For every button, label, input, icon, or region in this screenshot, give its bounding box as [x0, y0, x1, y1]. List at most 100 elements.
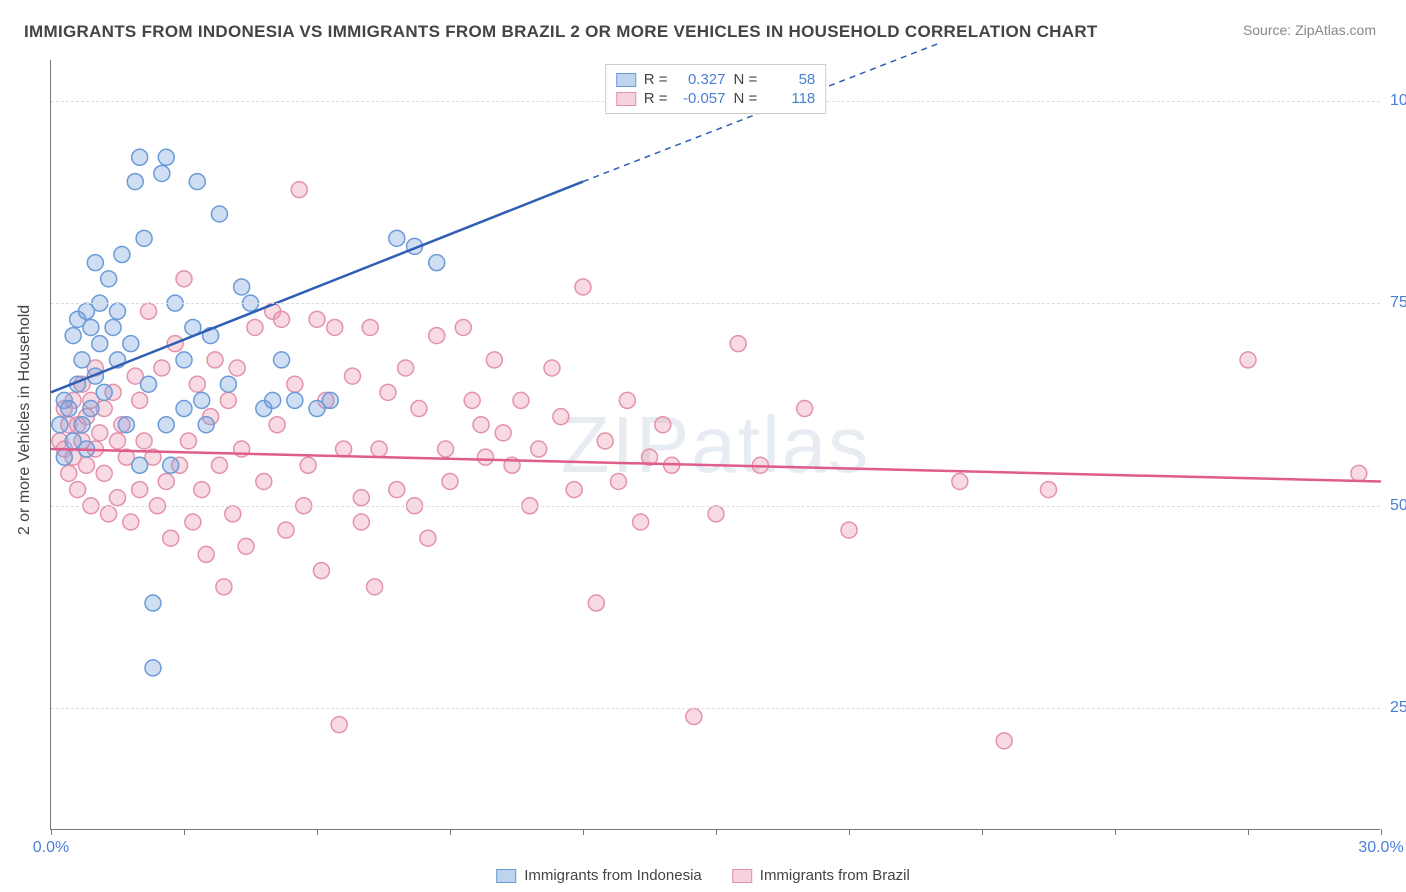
- scatter-point: [389, 482, 405, 498]
- scatter-point: [185, 514, 201, 530]
- scatter-point: [686, 709, 702, 725]
- scatter-point: [141, 303, 157, 319]
- scatter-point: [287, 376, 303, 392]
- swatch-series-1-bottom: [732, 869, 752, 883]
- scatter-point: [141, 376, 157, 392]
- scatter-point: [220, 376, 236, 392]
- scatter-point: [380, 384, 396, 400]
- scatter-point: [531, 441, 547, 457]
- scatter-point: [189, 174, 205, 190]
- scatter-point: [389, 230, 405, 246]
- scatter-point: [110, 303, 126, 319]
- scatter-point: [274, 311, 290, 327]
- scatter-point: [132, 457, 148, 473]
- x-tick-label: 0.0%: [33, 839, 69, 857]
- scatter-point: [797, 401, 813, 417]
- scatter-point: [105, 319, 121, 335]
- scatter-point: [238, 538, 254, 554]
- scatter-point: [118, 417, 134, 433]
- scatter-point: [194, 392, 210, 408]
- scatter-point: [123, 336, 139, 352]
- gridline-h: [51, 506, 1380, 507]
- series-legend: Immigrants from Indonesia Immigrants fro…: [496, 867, 910, 884]
- x-tick-mark: [716, 829, 717, 835]
- scatter-point: [455, 319, 471, 335]
- n-value-1: 118: [765, 90, 815, 107]
- scatter-point: [74, 352, 90, 368]
- scatter-point: [110, 433, 126, 449]
- chart-plot-area: ZIPatlas R = 0.327 N = 58 R = -0.057 N =…: [50, 60, 1380, 830]
- scatter-point: [1351, 465, 1367, 481]
- scatter-point: [87, 255, 103, 271]
- scatter-point: [154, 360, 170, 376]
- scatter-point: [136, 433, 152, 449]
- scatter-point: [163, 457, 179, 473]
- scatter-point: [566, 482, 582, 498]
- scatter-point: [464, 392, 480, 408]
- scatter-point: [52, 417, 68, 433]
- scatter-point: [247, 319, 263, 335]
- scatter-point: [610, 473, 626, 489]
- trend-line: [51, 449, 1381, 481]
- x-tick-mark: [184, 829, 185, 835]
- scatter-point: [180, 433, 196, 449]
- scatter-point: [163, 530, 179, 546]
- n-label: N =: [734, 90, 758, 107]
- scatter-point: [225, 506, 241, 522]
- r-label: R =: [644, 90, 668, 107]
- scatter-point: [429, 255, 445, 271]
- scatter-point: [708, 506, 724, 522]
- scatter-point: [473, 417, 489, 433]
- x-tick-mark: [1248, 829, 1249, 835]
- scatter-point: [114, 247, 130, 263]
- scatter-point: [477, 449, 493, 465]
- scatter-point: [1240, 352, 1256, 368]
- scatter-point: [145, 660, 161, 676]
- scatter-point: [841, 522, 857, 538]
- scatter-point: [398, 360, 414, 376]
- scatter-point: [61, 465, 77, 481]
- scatter-point: [996, 733, 1012, 749]
- scatter-point: [123, 514, 139, 530]
- legend-item-1: Immigrants from Brazil: [732, 867, 910, 884]
- x-tick-label: 30.0%: [1358, 839, 1403, 857]
- scatter-point: [265, 392, 281, 408]
- scatter-point: [274, 352, 290, 368]
- y-tick-label: 75.0%: [1390, 294, 1406, 312]
- scatter-point: [420, 530, 436, 546]
- scatter-point: [513, 392, 529, 408]
- scatter-point: [110, 490, 126, 506]
- scatter-point: [371, 441, 387, 457]
- scatter-point: [256, 473, 272, 489]
- scatter-point: [362, 319, 378, 335]
- scatter-point: [65, 328, 81, 344]
- scatter-point: [544, 360, 560, 376]
- scatter-point: [189, 376, 205, 392]
- scatter-point: [92, 336, 108, 352]
- swatch-series-1: [616, 92, 636, 106]
- scatter-point: [597, 433, 613, 449]
- scatter-point: [429, 328, 445, 344]
- legend-row-series-0: R = 0.327 N = 58: [616, 70, 816, 89]
- y-tick-label: 25.0%: [1390, 699, 1406, 717]
- x-tick-mark: [1115, 829, 1116, 835]
- correlation-legend: R = 0.327 N = 58 R = -0.057 N = 118: [605, 64, 827, 114]
- scatter-point: [353, 490, 369, 506]
- scatter-point: [56, 449, 72, 465]
- scatter-point: [588, 595, 604, 611]
- n-value-0: 58: [765, 71, 815, 88]
- scatter-point: [92, 425, 108, 441]
- scatter-point: [322, 392, 338, 408]
- x-tick-mark: [849, 829, 850, 835]
- scatter-point: [176, 352, 192, 368]
- scatter-point: [132, 149, 148, 165]
- scatter-point: [83, 401, 99, 417]
- x-tick-mark: [51, 829, 52, 835]
- swatch-series-0: [616, 73, 636, 87]
- scatter-point: [198, 417, 214, 433]
- scatter-point: [154, 165, 170, 181]
- scatter-svg: [51, 60, 1380, 829]
- scatter-point: [344, 368, 360, 384]
- scatter-point: [287, 392, 303, 408]
- scatter-point: [132, 482, 148, 498]
